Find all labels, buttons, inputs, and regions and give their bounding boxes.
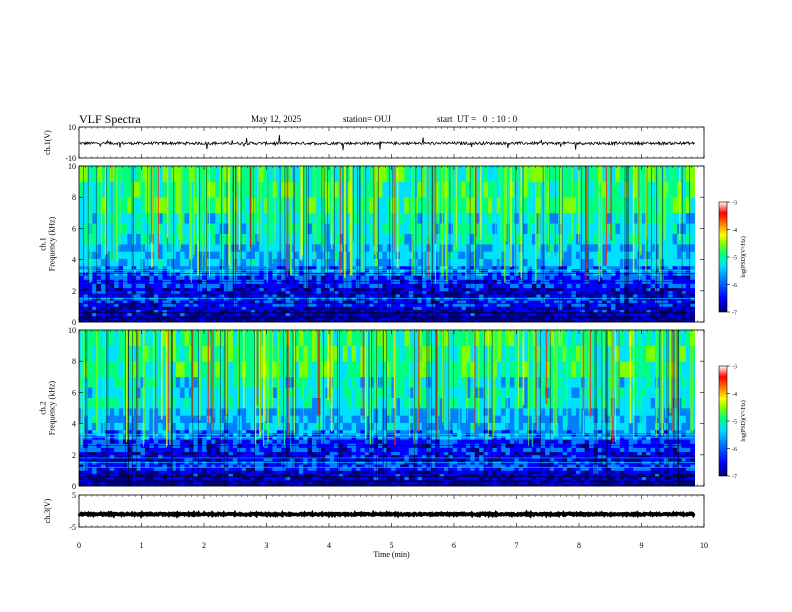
y-axis-label: ch.2 [39,401,48,415]
colorbar-tick-label: -3 [732,201,737,207]
y-axis-label: Frequency (kHz) [48,216,57,271]
waveform-ch3 [77,509,696,520]
y-axis-label: ch.1(V) [43,130,52,155]
x-tick-label: 9 [640,541,644,550]
y-tick-label: 4 [72,256,76,265]
colorbar-tick-label: -4 [732,392,737,398]
y-tick-label: 10 [68,326,76,335]
y-tick-label: 0 [72,482,76,491]
colorbar-tick-label: -6 [732,447,737,453]
y-axis-label: ch.1 [39,237,48,251]
y-tick-label: 8 [72,193,76,202]
waveform-trace [77,509,696,520]
y-tick-label: 6 [72,224,76,233]
x-tick-label: 0 [77,541,81,550]
x-tick-label: 10 [700,541,708,550]
x-tick-label: 3 [265,541,269,550]
figure-title: VLF Spectra [79,112,141,126]
station-label: station= OUJ [343,114,391,124]
colorbar: -3 -4 -5 -6 -7 log(PSD)(V²/Hz) [718,365,747,481]
x-tick-label: 4 [327,541,331,550]
x-tick-label: 8 [577,541,581,550]
y-tick-label: 5 [72,491,76,500]
date-label: May 12, 2025 [251,114,302,124]
spectrogram-ch1 [79,166,696,323]
colorbar-tick-label: -7 [732,311,737,317]
colorbar-tick-label: -7 [732,475,737,481]
spectrogram-ch2 [79,330,696,487]
y-tick-label: 2 [72,287,76,296]
y-tick-label: -10 [65,154,76,163]
waveform-trace [78,134,695,151]
colorbar: -3 -4 -5 -6 -7 log(PSD)(V²/Hz) [718,201,747,317]
colorbar-label: log(PSD)(V²/Hz) [740,400,747,441]
colorbar-tick-label: -5 [732,256,737,262]
y-axis-label: ch.3(V) [43,498,52,523]
x-tick-label: 6 [452,541,456,550]
panel-frame [78,494,705,528]
colorbar-tick-label: -6 [732,283,737,289]
y-axis-label: Frequency (kHz) [48,380,57,435]
y-tick-label: 4 [72,420,76,429]
colorbar-tick-label: -5 [732,420,737,426]
y-tick-label: 2 [72,451,76,460]
y-tick-label: 10 [68,162,76,171]
colorbar-label: log(PSD)(V²/Hz) [740,236,747,277]
x-tick-label: 5 [390,541,394,550]
y-tick-label: 6 [72,388,76,397]
colorbar-tick-label: -3 [732,365,737,371]
y-tick-label: -5 [69,523,76,532]
x-axis-label: Time (min) [373,550,410,559]
y-tick-label: 0 [72,318,76,327]
y-tick-label: 10 [68,123,76,132]
x-tick-label: 2 [202,541,206,550]
x-tick-label: 7 [515,541,519,550]
y-tick-label: 8 [72,357,76,366]
colorbar-tick-label: -4 [732,228,737,234]
waveform-ch1 [78,134,695,151]
start-time-label: start UT = 0 : 10 : 0 [437,114,518,124]
x-tick-label: 1 [140,541,144,550]
